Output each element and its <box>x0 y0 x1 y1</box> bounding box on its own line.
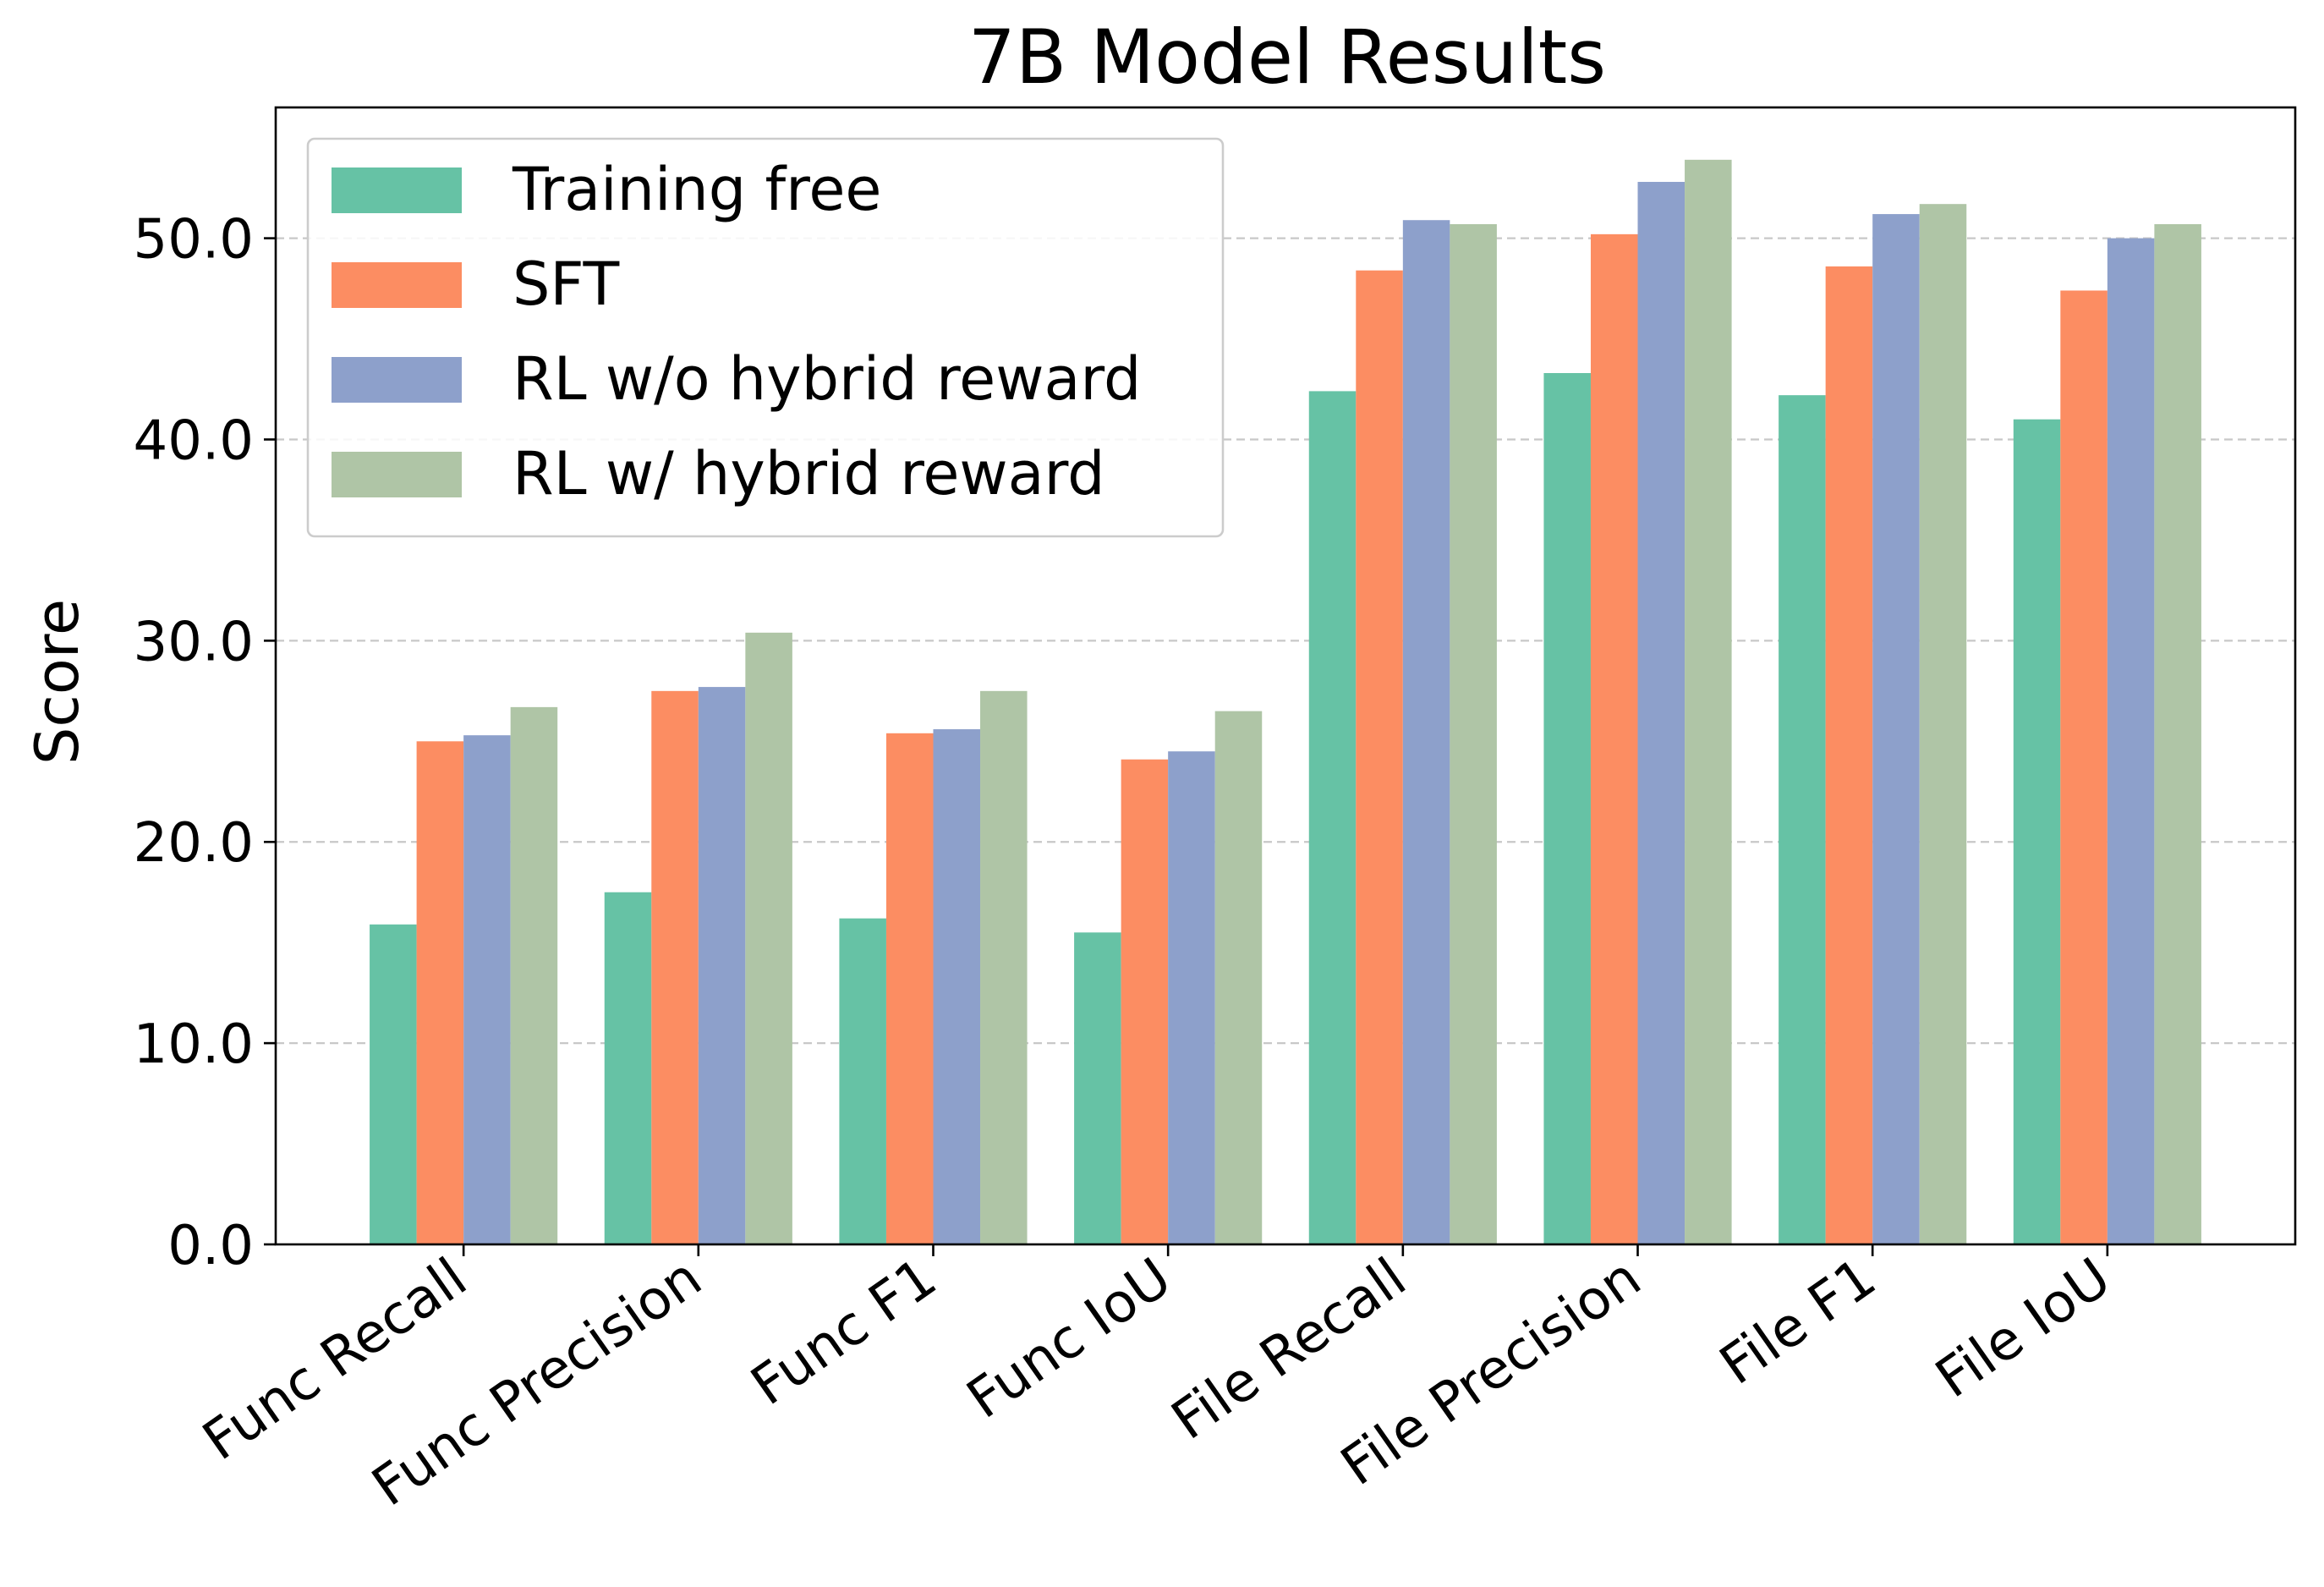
bar-sft-func-iou <box>1121 759 1169 1244</box>
y-axis-label: Score <box>23 599 92 765</box>
plot-frame <box>274 106 2297 1246</box>
bar-rl-w-o-hybrid-reward-func-recall <box>463 735 511 1244</box>
bar-rl-w-o-hybrid-reward-file-recall <box>1402 220 1450 1244</box>
legend-swatch-training-free <box>332 167 462 213</box>
bar-rl-w-hybrid-reward-func-iou <box>1214 711 1263 1244</box>
bar-rl-w-o-hybrid-reward-func-iou <box>1168 751 1215 1244</box>
bar-training-free-func-iou <box>1074 932 1121 1244</box>
bar-rl-w-hybrid-reward-func-precision <box>745 632 792 1244</box>
bar-training-free-file-recall <box>1308 391 1357 1245</box>
legend-swatch-rl-w-hybrid-reward <box>332 452 462 497</box>
bar-rl-w-hybrid-reward-file-precision <box>1685 159 1732 1245</box>
bars <box>370 159 2201 1245</box>
bar-rl-w-o-hybrid-reward-func-f1 <box>933 729 981 1244</box>
legend-label-training-free: Training free <box>512 155 881 224</box>
y-tick-label: 50.0 <box>134 209 255 272</box>
y-tick-label: 0.0 <box>167 1215 254 1277</box>
y-tick-label: 30.0 <box>134 611 255 673</box>
chart-title: 7B Model Results <box>968 14 1606 101</box>
bar-rl-w-hybrid-reward-file-f1 <box>1919 204 1967 1244</box>
legend-label-rl-w-hybrid-reward: RL w/ hybrid reward <box>512 439 1105 508</box>
bar-sft-file-recall <box>1356 270 1403 1244</box>
legend-box <box>306 137 1225 538</box>
y-tick-label: 20.0 <box>134 812 255 875</box>
bar-rl-w-hybrid-reward-file-recall <box>1450 223 1497 1244</box>
bar-sft-file-precision <box>1590 233 1638 1244</box>
bar-rl-w-hybrid-reward-func-f1 <box>980 690 1028 1244</box>
bar-sft-func-precision <box>651 690 699 1244</box>
bar-training-free-file-f1 <box>1779 395 1826 1244</box>
bar-sft-func-f1 <box>885 733 934 1244</box>
legend-label-sft: SFT <box>512 250 619 319</box>
bar-training-free-file-iou <box>2013 419 2061 1244</box>
bar-rl-w-o-hybrid-reward-file-iou <box>2107 238 2155 1244</box>
y-tick-label: 40.0 <box>134 409 255 472</box>
legend: Training free SFT RL w/o hybrid reward RL w… <box>306 137 1225 538</box>
bar-rl-w-o-hybrid-reward-file-precision <box>1637 182 1685 1244</box>
legend-swatch-rl-w-o-hybrid-reward <box>332 357 462 403</box>
bar-training-free-func-precision <box>604 892 652 1244</box>
bar-training-free-file-precision <box>1543 372 1591 1244</box>
axes <box>274 106 2297 1246</box>
y-axis-ticks: 0.0 10.0 20.0 30.0 40.0 50.0 <box>134 209 276 1277</box>
y-tick-label: 10.0 <box>134 1013 255 1076</box>
bar-rl-w-hybrid-reward-func-recall <box>510 706 558 1244</box>
bar-sft-file-iou <box>2060 290 2107 1244</box>
bar-training-free-func-f1 <box>839 918 886 1244</box>
bar-sft-file-f1 <box>1825 266 1873 1244</box>
bar-rl-w-o-hybrid-reward-file-f1 <box>1872 214 1920 1244</box>
bar-sft-func-recall <box>416 741 464 1244</box>
bar-rl-w-hybrid-reward-file-iou <box>2154 223 2201 1244</box>
legend-label-rl-w-o-hybrid-reward: RL w/o hybrid reward <box>512 344 1141 414</box>
legend-swatch-sft <box>332 262 462 308</box>
bar-training-free-func-recall <box>370 924 417 1244</box>
bar-rl-w-o-hybrid-reward-func-precision <box>698 687 746 1244</box>
